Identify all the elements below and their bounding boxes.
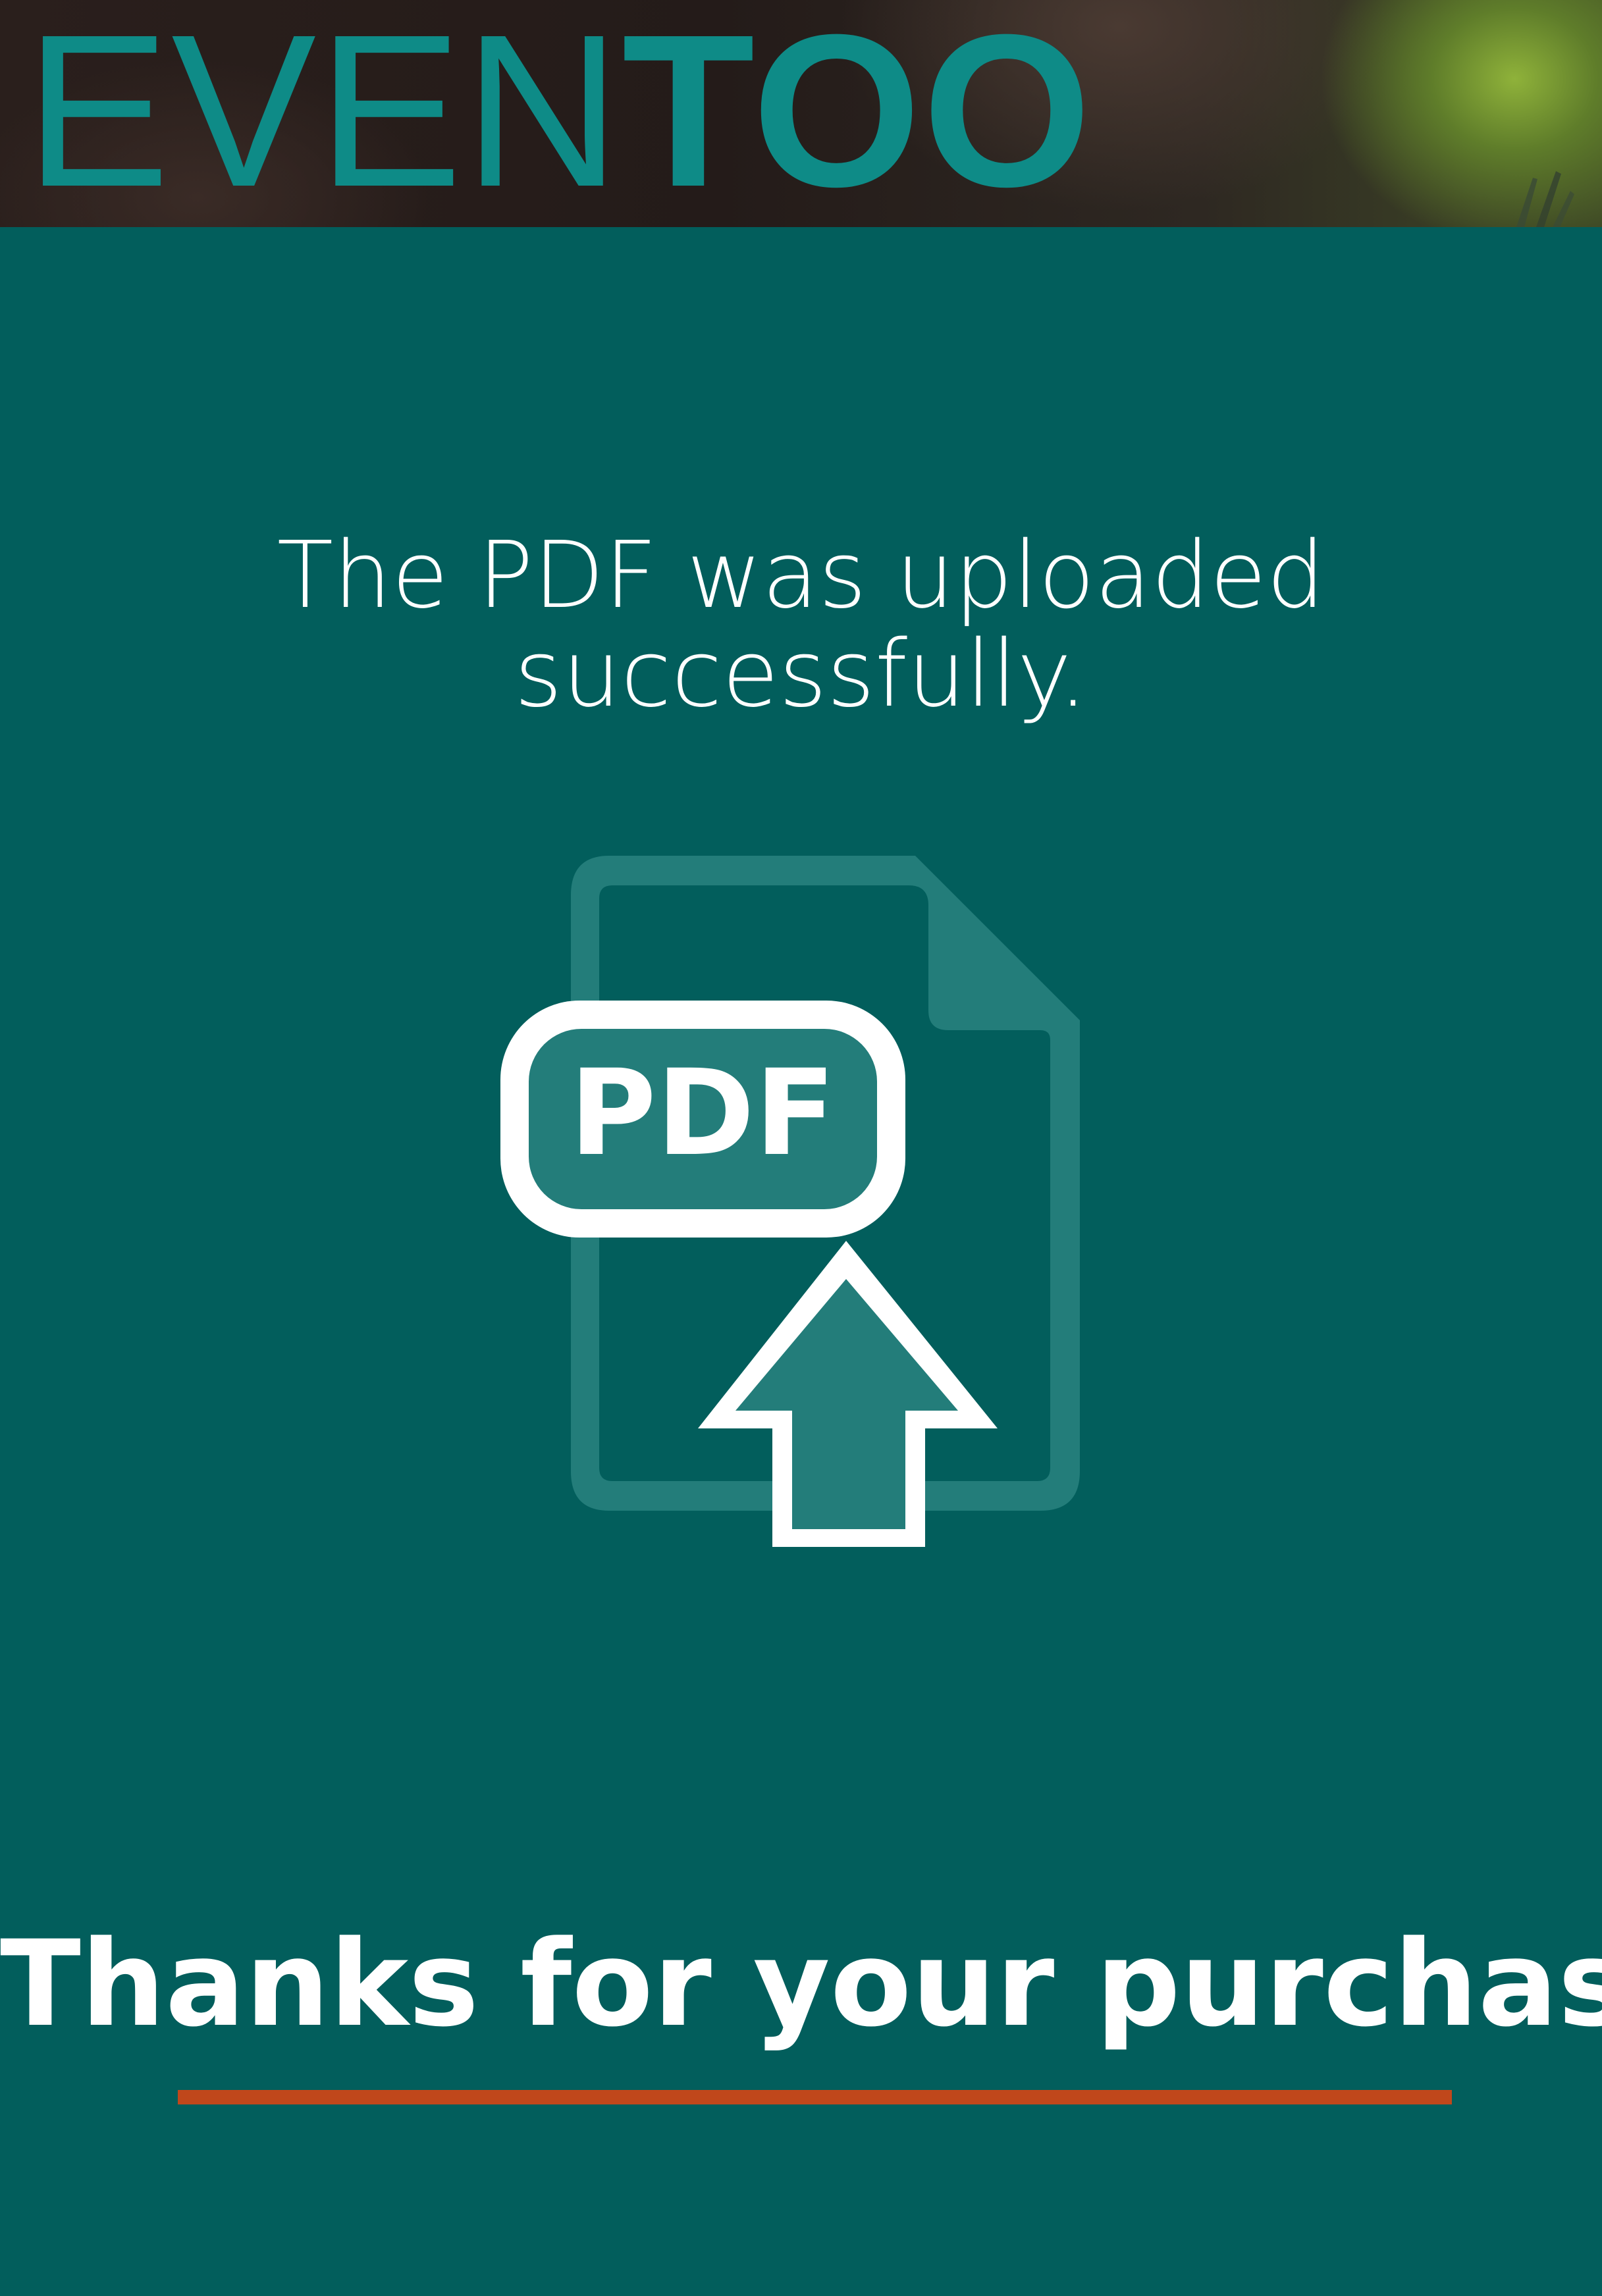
logo-light-text: EVEN xyxy=(25,0,622,227)
message-line-1: The PDF was uploaded xyxy=(277,522,1325,629)
thanks-heading: Thanks for your purchase. xyxy=(0,1916,1602,2053)
upload-success-message: The PDF was uploaded successfully. xyxy=(0,527,1602,724)
leaf-icon xyxy=(1516,171,1574,227)
pdf-upload-icon: PDF xyxy=(500,856,1080,1547)
thanks-underline xyxy=(178,2090,1452,2104)
message-line-2: successfully. xyxy=(514,621,1088,728)
logo-bold-text: TOO xyxy=(622,0,1093,227)
pdf-badge-fill xyxy=(529,1029,877,1209)
eventoo-logo[interactable]: EVENTOO xyxy=(25,2,1093,219)
document-outline-icon xyxy=(571,856,1080,1511)
header-banner: EVENTOO xyxy=(0,0,1602,227)
pdf-badge-label: PDF xyxy=(570,1045,836,1182)
